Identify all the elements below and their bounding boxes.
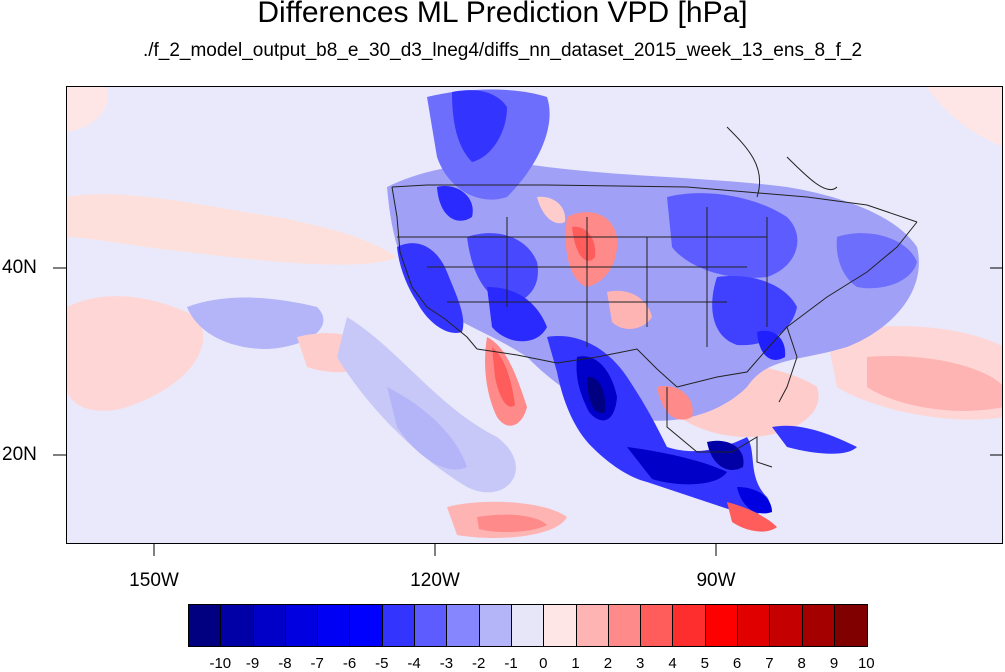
lon-label-90w: 90W <box>696 570 736 591</box>
colorbar-swatch <box>834 605 868 646</box>
colorbar-label: -6 <box>342 655 357 672</box>
colorbar-label: 1 <box>571 655 580 672</box>
map-panel <box>66 86 1003 544</box>
colorbar-swatch <box>189 605 222 646</box>
colorbar-label: -1 <box>504 655 518 672</box>
colorbar-swatch <box>738 605 771 646</box>
colorbar-swatch <box>382 605 416 646</box>
colorbar-label: 2 <box>603 655 613 672</box>
colorbar-label: -2 <box>472 655 486 672</box>
colorbar-swatch <box>511 605 545 646</box>
colorbar-label: -10 <box>209 655 232 672</box>
colorbar-swatch <box>770 605 803 646</box>
vpd-difference-field <box>67 87 1002 538</box>
colorbar-label: 4 <box>668 655 677 672</box>
colorbar-swatch <box>447 605 480 646</box>
colorbar-swatch <box>479 605 512 646</box>
colorbar-label: -3 <box>439 655 454 672</box>
colorbar-label: 7 <box>765 655 774 672</box>
colorbar-swatch <box>705 605 739 646</box>
colorbar-label: 6 <box>732 655 742 672</box>
colorbar-swatch <box>350 605 383 646</box>
colorbar-swatch <box>318 605 351 646</box>
colorbar-label: 8 <box>797 655 806 672</box>
colorbar-swatch <box>221 605 254 646</box>
colorbar-label: 5 <box>700 655 709 672</box>
colorbar-swatch <box>544 605 577 646</box>
colorbar-swatch <box>576 605 609 646</box>
lon-label-120w: 120W <box>410 570 460 591</box>
lat-label-40n: 40N <box>2 257 37 278</box>
lon-label-150w: 150W <box>129 570 179 591</box>
colorbar-label: 10 <box>857 655 875 672</box>
map-subtitle: ./f_2_model_output_b8_e_30_d3_lneg4/diff… <box>142 40 863 61</box>
colorbar-swatch <box>285 605 319 646</box>
colorbar-label: -4 <box>407 655 421 672</box>
colorbar-swatch <box>673 605 706 646</box>
colorbar-label: -8 <box>278 655 292 672</box>
colorbar-swatch <box>641 605 674 646</box>
colorbar-swatch <box>608 605 642 646</box>
colorbar-swatch <box>802 605 835 646</box>
colorbar <box>188 604 869 647</box>
map-title: Differences ML Prediction VPD [hPa] <box>257 0 748 29</box>
lat-label-20n: 20N <box>2 444 37 465</box>
colorbar-label: -7 <box>310 655 324 672</box>
colorbar-swatch <box>415 605 448 646</box>
colorbar-label: 9 <box>829 655 839 672</box>
colorbar-swatch <box>253 605 286 646</box>
colorbar-label: -9 <box>245 655 260 672</box>
colorbar-label: 3 <box>636 655 645 672</box>
colorbar-label: 0 <box>539 655 548 672</box>
colorbar-label: -5 <box>375 655 389 672</box>
